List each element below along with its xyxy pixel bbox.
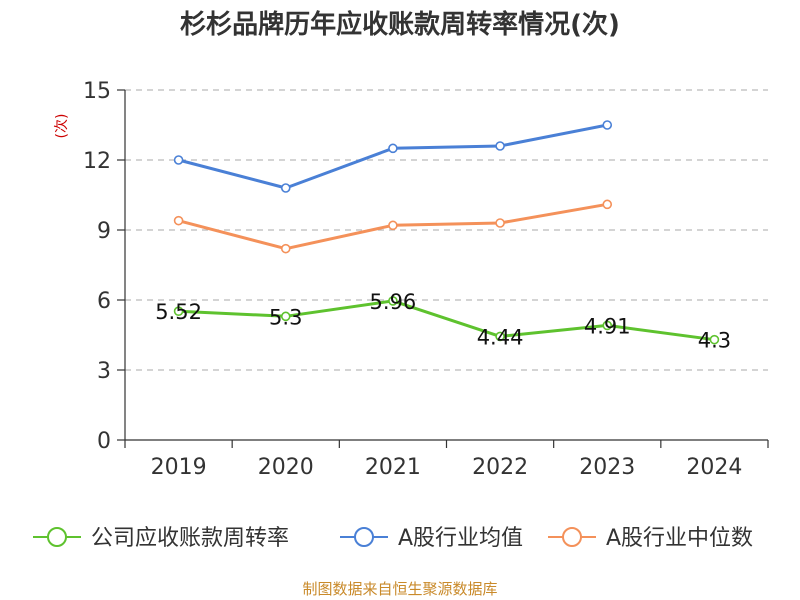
data-point [495, 141, 505, 151]
data-point [495, 218, 505, 228]
chart-title: 杉杉品牌历年应收账款周转率情况(次) [180, 9, 620, 40]
x-tick-label: 2024 [686, 455, 742, 480]
legend-marker [562, 527, 582, 547]
x-tick-label: 2022 [472, 455, 528, 480]
legend-marker [47, 527, 67, 547]
legend: 公司应收账款周转率 A股行业均值 A股行业中位数 [33, 526, 753, 551]
data-point [495, 331, 505, 342]
data-point [709, 334, 720, 345]
data-point [602, 320, 613, 331]
data-point [388, 143, 398, 154]
legend-label: A股行业中位数 [606, 526, 753, 551]
legend-label: A股行业均值 [398, 526, 523, 551]
data-point [388, 296, 398, 306]
y-axis-label: (次) [54, 114, 70, 139]
data-point [388, 220, 398, 231]
data-point [173, 306, 184, 317]
y-tick-label: 15 [83, 79, 111, 104]
data-point [602, 199, 613, 210]
data-point [173, 155, 184, 165]
x-tick-label: 2019 [151, 455, 207, 480]
data-point [280, 311, 291, 322]
grid-lines [125, 89, 768, 371]
data-point [602, 120, 613, 130]
x-tick-label: 2020 [258, 455, 314, 480]
series-line-0 [178, 299, 715, 342]
y-tick-label: 12 [83, 149, 111, 174]
data-point [280, 243, 291, 254]
data-label: 4.44 [477, 325, 524, 349]
data-label: 5.3 [269, 305, 302, 329]
x-tick-label: 2021 [365, 455, 421, 480]
y-tick-label: 6 [97, 289, 111, 314]
series-line-1 [178, 123, 608, 190]
axes: 0 3 6 9 12 15 2019 2020 2021 2022 2023 2024 [83, 79, 769, 480]
y-tick-label: 3 [97, 359, 111, 384]
data-label: 5.96 [370, 290, 417, 314]
data-point [280, 183, 291, 193]
data-label: 4.3 [698, 329, 731, 353]
legend-marker [354, 527, 374, 547]
data-label: 4.91 [584, 314, 631, 338]
data-point [173, 215, 184, 226]
series-layer: 5.52 5.3 5.96 4.44 4.91 4.3 [155, 120, 731, 353]
source-note: 制图数据来自恒生聚源数据库 [302, 580, 497, 598]
y-tick-label: 0 [97, 429, 111, 454]
data-label: 5.52 [155, 300, 202, 324]
legend-label: 公司应收账款周转率 [91, 526, 289, 551]
x-tick-label: 2023 [579, 455, 635, 480]
y-tick-label: 9 [97, 219, 111, 244]
